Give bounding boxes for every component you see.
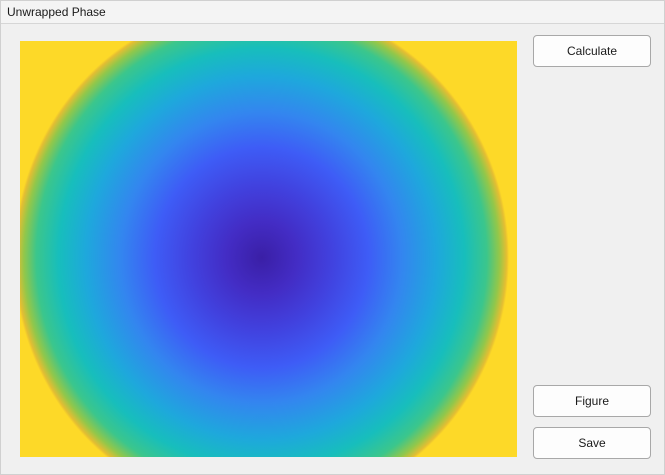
unwrapped-phase-image <box>20 41 517 457</box>
panel-header: Unwrapped Phase <box>1 1 664 24</box>
figure-button[interactable]: Figure <box>533 385 651 417</box>
panel-title: Unwrapped Phase <box>7 5 106 19</box>
save-button[interactable]: Save <box>533 427 651 459</box>
panel-body: Calculate Figure Save <box>1 24 664 474</box>
calculate-button[interactable]: Calculate <box>533 35 651 67</box>
